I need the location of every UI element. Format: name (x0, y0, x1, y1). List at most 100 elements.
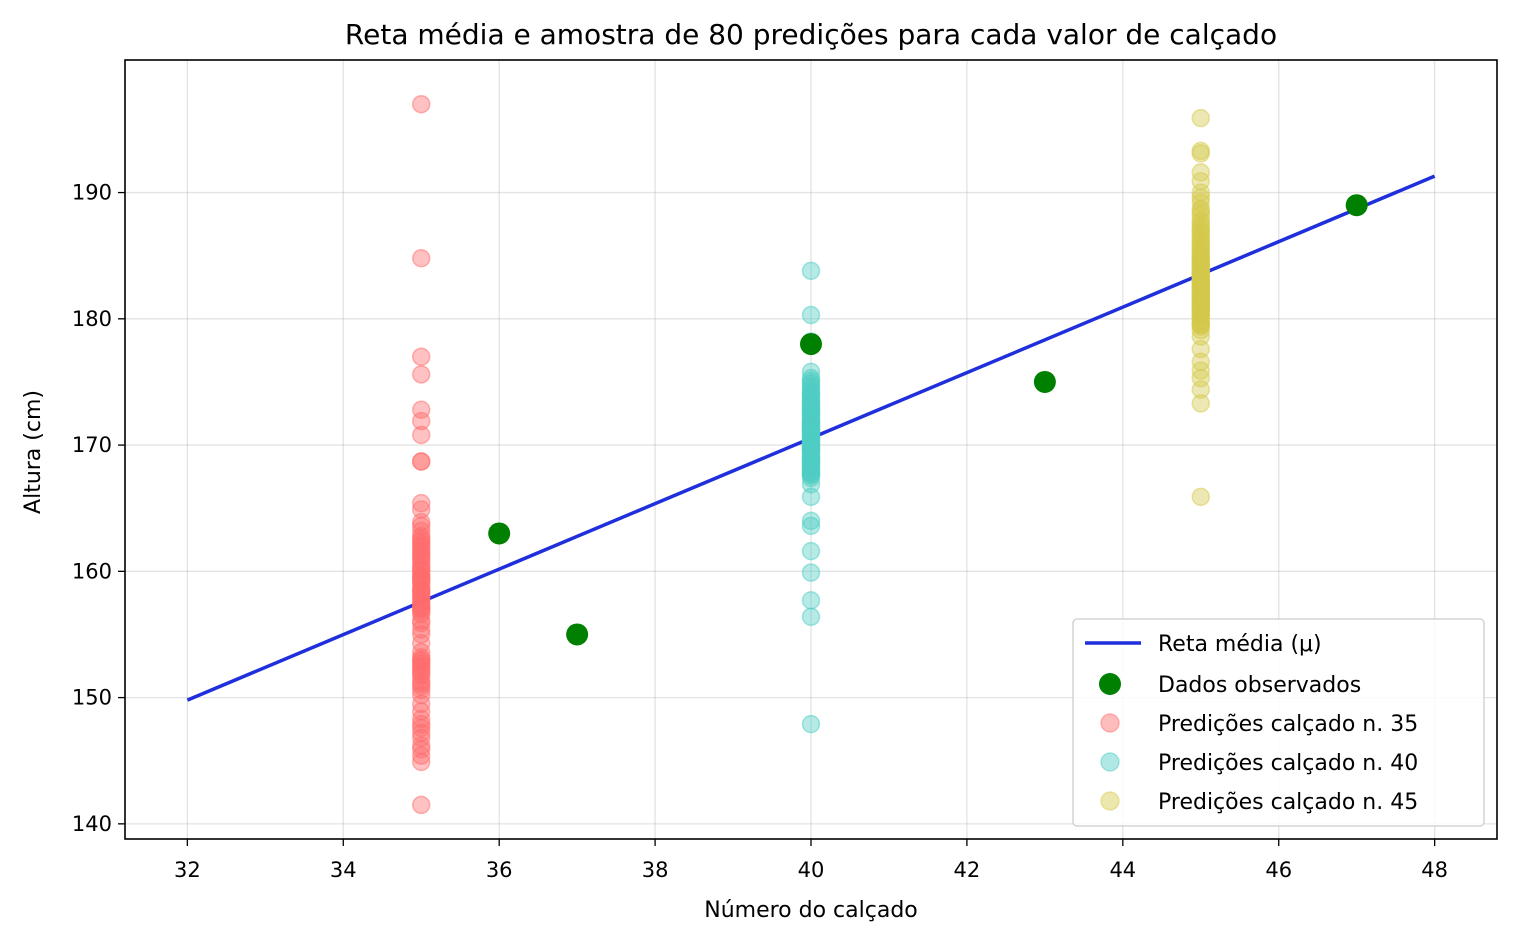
prediction-point (411, 94, 431, 114)
prediction-series (801, 261, 821, 734)
prediction-point (411, 654, 431, 673)
prediction-point (411, 562, 431, 581)
y-axis-label: Altura (cm) (21, 390, 46, 514)
prediction-point (1191, 307, 1211, 326)
prediction-point (801, 511, 821, 531)
prediction-point (1191, 269, 1211, 288)
y-tick-label: 150 (72, 686, 112, 710)
prediction-point (1191, 361, 1211, 380)
prediction-point (1191, 394, 1211, 413)
prediction-point (801, 464, 821, 484)
x-tick-label: 40 (798, 858, 825, 882)
prediction-point (1191, 237, 1211, 257)
prediction-point (411, 592, 431, 611)
legend-observed-marker (1099, 673, 1121, 695)
y-tick-label: 190 (72, 181, 112, 205)
axis-ticks: 32 34 36 38 40 42 44 46 48 140 150 160 170 180 190 (72, 181, 1448, 882)
prediction-point (801, 452, 821, 471)
prediction-point (411, 685, 431, 705)
prediction-point (801, 392, 821, 412)
legend: Reta média (μ) Dados observados Prediçõe… (1072, 618, 1485, 827)
prediction-point (1191, 213, 1211, 233)
prediction-point (411, 411, 431, 431)
prediction-point (1191, 299, 1211, 318)
prediction-point (1191, 247, 1211, 267)
x-tick-label: 48 (1421, 858, 1448, 882)
prediction-point (801, 487, 821, 507)
prediction-point (801, 563, 821, 582)
prediction-point (1191, 314, 1211, 334)
observed-point (566, 623, 589, 646)
prediction-point (801, 403, 821, 422)
x-tick-label: 46 (1265, 858, 1292, 882)
prediction-point (411, 602, 431, 621)
prediction-point (411, 529, 431, 548)
prediction-point (411, 534, 431, 553)
legend-box (1072, 618, 1485, 827)
prediction-point (1191, 487, 1211, 507)
prediction-point (1191, 276, 1211, 296)
prediction-point (411, 664, 431, 683)
prediction-point (1191, 284, 1211, 303)
prediction-point (801, 305, 821, 325)
legend-label-pred45: Predições calçado n. 45 (1158, 790, 1418, 815)
prediction-point (411, 365, 431, 384)
x-tick-label: 34 (330, 858, 357, 882)
observed-point (800, 333, 822, 356)
prediction-point (411, 597, 431, 616)
prediction-point (411, 752, 431, 772)
predictions-layer (411, 94, 1211, 815)
prediction-point (1191, 144, 1211, 163)
x-tick-label: 38 (642, 858, 669, 882)
prediction-point (1191, 380, 1211, 399)
prediction-point (801, 371, 821, 390)
prediction-series (411, 94, 431, 815)
y-tick-label: 140 (72, 812, 112, 836)
x-tick-label: 42 (954, 858, 981, 882)
prediction-point (801, 397, 821, 417)
prediction-point (801, 423, 821, 442)
y-tick-label: 180 (72, 307, 112, 331)
y-tick-label: 160 (72, 559, 112, 583)
prediction-point (411, 569, 431, 589)
legend-label-mean-line: Reta média (μ) (1158, 632, 1322, 657)
prediction-point (411, 425, 431, 445)
legend-label-pred35: Predições calçado n. 35 (1158, 712, 1418, 737)
prediction-point (1191, 327, 1211, 346)
prediction-point (411, 582, 431, 601)
legend-label-pred40: Predições calçado n. 40 (1158, 751, 1418, 776)
prediction-point (801, 541, 821, 561)
x-axis-label: Número do calçado (704, 898, 918, 923)
legend-label-observed: Dados observados (1158, 673, 1361, 698)
chart-title: Reta média e amostra de 80 predições par… (345, 18, 1277, 51)
x-tick-label: 44 (1109, 858, 1136, 882)
prediction-point (411, 347, 431, 366)
observed-layer (488, 194, 1368, 646)
prediction-point (411, 549, 431, 568)
prediction-point (1191, 261, 1211, 281)
prediction-point (1191, 339, 1211, 359)
prediction-point (801, 516, 821, 536)
prediction-point (801, 261, 821, 281)
observed-point (1345, 194, 1368, 217)
prediction-point (411, 512, 431, 532)
prediction-point (801, 714, 821, 734)
prediction-point (1191, 108, 1211, 128)
prediction-point (801, 439, 821, 459)
prediction-series (1191, 108, 1211, 507)
prediction-point (411, 248, 431, 268)
x-tick-label: 36 (486, 858, 513, 882)
prediction-point (411, 493, 431, 513)
prediction-point (801, 607, 821, 627)
legend-pred40-marker (1100, 752, 1120, 772)
prediction-point (1191, 291, 1211, 311)
prediction-point (411, 736, 431, 755)
prediction-point (801, 591, 821, 610)
observed-point (488, 522, 511, 545)
prediction-point (411, 625, 431, 644)
legend-pred45-marker (1100, 791, 1120, 811)
prediction-point (411, 539, 431, 558)
observed-point (1033, 370, 1056, 393)
prediction-point (411, 452, 431, 471)
